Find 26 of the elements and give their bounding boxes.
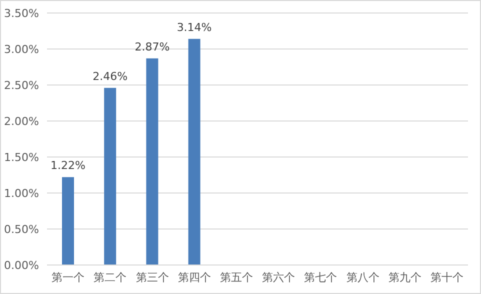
y-tick-label: 3.00% (4, 42, 39, 56)
data-label: 2.87% (134, 40, 170, 54)
y-tick-label: 1.00% (4, 186, 39, 200)
y-tick-label: 0.00% (4, 258, 39, 272)
bar (62, 177, 74, 265)
bar (104, 88, 116, 265)
y-tick-label: 3.50% (4, 6, 39, 20)
data-label: 1.22% (50, 159, 86, 172)
bar (188, 38, 200, 265)
x-tick-label: 第六个 (262, 270, 296, 284)
y-tick-label: 2.00% (4, 114, 39, 128)
x-tick-label: 第五个 (220, 270, 253, 284)
x-tick-label: 第一个 (52, 270, 85, 284)
x-tick-label: 第三个 (136, 270, 169, 284)
data-label: 3.14% (176, 20, 212, 34)
x-tick-label: 第十个 (430, 270, 464, 284)
x-tick-label: 第八个 (346, 270, 380, 284)
x-tick-label: 第九个 (388, 270, 422, 284)
x-tick-label: 第七个 (304, 270, 338, 284)
data-label: 2.46% (92, 70, 128, 83)
bar (146, 58, 158, 265)
x-tick-label: 第二个 (94, 270, 127, 284)
y-tick-label: 0.50% (4, 222, 39, 236)
x-tick-label: 第四个 (178, 270, 211, 284)
y-tick-label: 1.50% (4, 150, 39, 164)
y-tick-label: 2.50% (4, 78, 39, 92)
